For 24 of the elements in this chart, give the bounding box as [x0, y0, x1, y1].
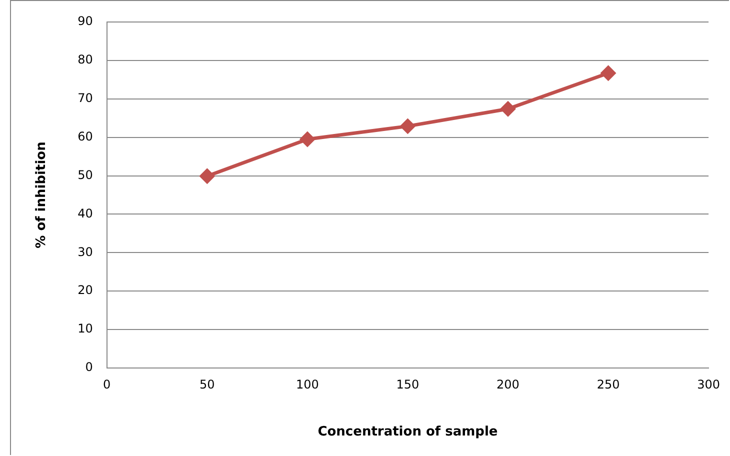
- y-tick-label: 30: [78, 244, 93, 259]
- y-tick-label: 20: [78, 283, 93, 298]
- x-tick-label: 200: [496, 377, 520, 392]
- y-tick-label: 50: [78, 168, 93, 182]
- y-tick-label: 0: [85, 360, 93, 374]
- x-tick-label: 100: [296, 377, 319, 392]
- y-tick-label: 60: [78, 129, 93, 144]
- y-tick-label: 40: [78, 206, 93, 220]
- y-tick-label: 90: [78, 14, 93, 28]
- x-tick-label: 300: [697, 377, 720, 392]
- y-tick-label: 80: [78, 52, 93, 67]
- y-axis-title: % of inhibition: [34, 142, 50, 248]
- point: [200, 168, 214, 184]
- x-axis-title: Concentration of sample: [318, 424, 498, 440]
- x-tick-label: 50: [200, 377, 215, 392]
- y-tick-label: 10: [78, 322, 93, 336]
- point: [500, 102, 516, 116]
- point: [300, 132, 315, 147]
- x-tick-label: 250: [596, 377, 620, 392]
- x-tick-label: 150: [396, 377, 420, 392]
- x-tick-label: 0: [103, 377, 111, 392]
- point: [400, 118, 415, 134]
- point: [601, 66, 616, 80]
- y-tick-label: 70: [78, 91, 93, 106]
